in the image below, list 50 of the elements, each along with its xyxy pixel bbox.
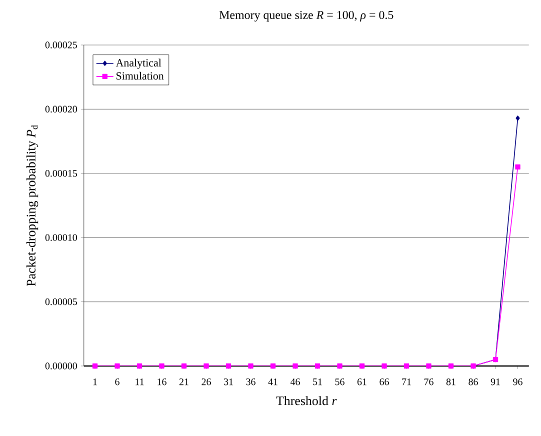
point (292, 363, 298, 369)
point (515, 164, 520, 170)
x-axis-title: Threshold r (276, 396, 337, 406)
legend-label: Simulation (116, 72, 164, 80)
legend-label: Analytical (116, 58, 162, 69)
chart-title: Memory queue size R = 100, ρ = 0.5 (219, 10, 394, 22)
x-tick-label: 11 (136, 378, 144, 386)
x-tick-label: 51 (313, 378, 322, 386)
x-tick-label: 21 (179, 378, 188, 386)
y-tick-label: 0.00000 (45, 362, 77, 370)
x-tick-label: 91 (490, 378, 500, 386)
point (337, 363, 342, 369)
y-tick-label: 0.00015 (45, 170, 77, 177)
point (226, 363, 232, 369)
x-tick-label: 36 (246, 378, 256, 386)
point (382, 363, 387, 369)
x-tick-label: 31 (224, 378, 233, 386)
y-tick-label: 0.00010 (45, 234, 77, 241)
x-tick-label: 86 (468, 378, 478, 386)
y-tick-label: 0.00020 (45, 106, 77, 113)
x-tick-label: 76 (424, 378, 434, 386)
x-tick-label: 41 (268, 378, 278, 386)
x-tick-label: 61 (357, 378, 366, 386)
x-tick-label: 81 (446, 378, 456, 386)
point (136, 363, 142, 369)
point (248, 363, 254, 369)
point (92, 363, 98, 369)
x-tick-label: 96 (513, 378, 522, 386)
point (404, 363, 410, 369)
point (159, 363, 164, 369)
point (270, 363, 276, 369)
point (359, 363, 365, 369)
point (426, 363, 432, 369)
x-tick-label: 1 (93, 378, 97, 386)
point (448, 363, 454, 369)
y-tick-label: 0.00025 (45, 42, 77, 48)
x-tick-label: 26 (202, 378, 211, 386)
x-tick-label: 16 (158, 378, 166, 386)
point (204, 363, 209, 369)
point (516, 116, 520, 121)
x-tick-label: 46 (290, 378, 300, 386)
x-tick-label: 71 (402, 378, 411, 386)
point (114, 363, 120, 369)
x-tick-label: 6 (115, 378, 120, 386)
y-tick-label: 0.00005 (45, 298, 77, 306)
point (314, 363, 320, 369)
point (181, 363, 187, 369)
x-tick-label: 56 (335, 378, 344, 386)
y-axis-title: Packet-dropping probability P$_{d}$ (26, 125, 38, 286)
x-tick-label: 66 (380, 378, 389, 386)
